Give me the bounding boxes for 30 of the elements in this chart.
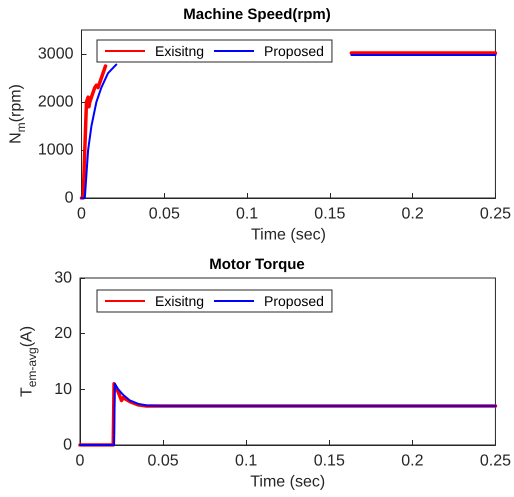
y-tick-label: 30 bbox=[54, 270, 72, 286]
x-tick-label: 0.2 bbox=[402, 206, 424, 222]
x-axis-title: Time (sec) bbox=[250, 226, 326, 244]
x-tick-label: 0.15 bbox=[314, 452, 345, 470]
y-tick-label: 10 bbox=[54, 380, 72, 398]
legend-label: Proposed bbox=[264, 293, 324, 309]
x-tick-label: 0 bbox=[77, 206, 86, 222]
x-tick-label: 0.25 bbox=[480, 452, 512, 470]
x-axis-title: Time (sec) bbox=[250, 473, 326, 490]
y-axis-title: Tem-avg(A) bbox=[18, 326, 39, 398]
legend-label: Exisitng bbox=[155, 43, 204, 59]
x-tick-label: 0.15 bbox=[314, 206, 346, 222]
chart-title: Motor Torque bbox=[209, 256, 305, 273]
x-tick-label: 0.1 bbox=[235, 452, 258, 470]
x-tick-label: 0.1 bbox=[236, 206, 258, 222]
y-tick-label: 20 bbox=[54, 325, 72, 342]
chart-title: Machine Speed(rpm) bbox=[183, 6, 331, 23]
x-tick-label: 0.2 bbox=[401, 452, 424, 470]
x-tick-label: 0 bbox=[76, 452, 85, 470]
y-tick-label: 1000 bbox=[38, 142, 74, 158]
y-axis-title: Nm(rpm) bbox=[8, 84, 28, 144]
x-tick-label: 0.05 bbox=[148, 206, 180, 222]
legend-label: Exisitng bbox=[155, 293, 204, 309]
y-tick-label: 2000 bbox=[38, 94, 74, 110]
y-tick-label: 0 bbox=[63, 436, 72, 454]
legend-label: Proposed bbox=[264, 43, 324, 59]
x-tick-label: 0.25 bbox=[480, 206, 512, 222]
y-tick-label: 3000 bbox=[38, 46, 74, 62]
y-tick-label: 0 bbox=[64, 190, 74, 206]
x-tick-label: 0.05 bbox=[148, 452, 179, 470]
